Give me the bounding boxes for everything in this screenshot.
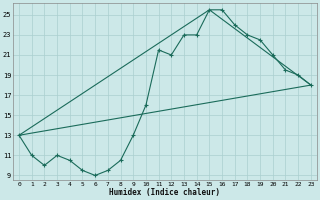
X-axis label: Humidex (Indice chaleur): Humidex (Indice chaleur) xyxy=(109,188,220,197)
